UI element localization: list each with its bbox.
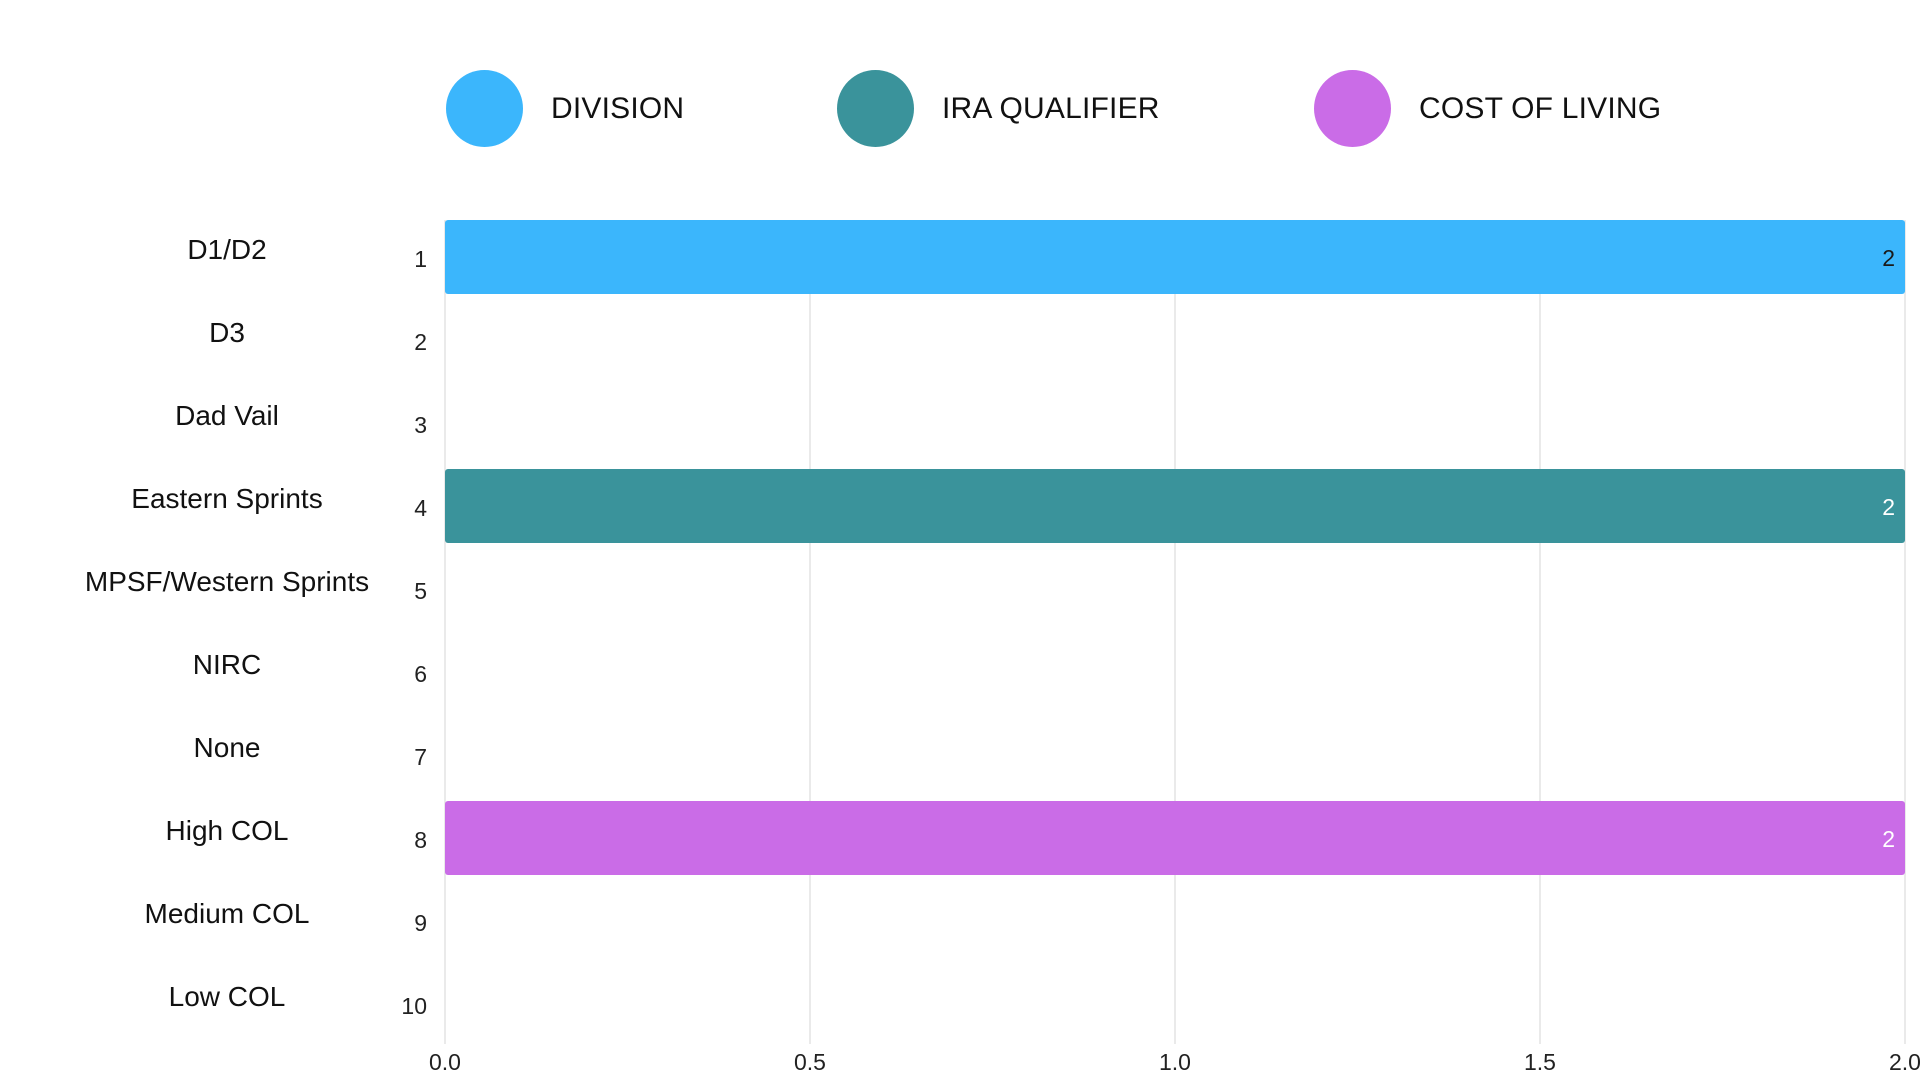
category-label: MPSF/Western Sprints (85, 566, 369, 597)
bar (445, 801, 1905, 875)
category-index-label: 1 (414, 246, 427, 272)
chart-legend: DIVISION IRA QUALIFIER COST OF LIVING (0, 0, 1920, 200)
category-label: Medium COL (145, 898, 310, 929)
category-index-label: 7 (414, 744, 427, 770)
category-label: Low COL (169, 981, 286, 1012)
bar-value-label: 2 (1882, 494, 1895, 520)
category-label: NIRC (193, 649, 261, 680)
category-label: High COL (166, 815, 289, 846)
legend-label-ira-qualifier: IRA QUALIFIER (942, 91, 1160, 125)
legend-swatch-cost-of-living (1314, 70, 1391, 147)
legend-swatch-ira-qualifier (837, 70, 914, 147)
category-index-label: 3 (414, 412, 427, 438)
bar (445, 220, 1905, 294)
bar (445, 469, 1905, 543)
category-index-label: 4 (414, 495, 427, 521)
legend-label-cost-of-living: COST OF LIVING (1419, 91, 1662, 125)
category-index-label: 8 (414, 827, 427, 853)
bar-value-label: 2 (1882, 826, 1895, 852)
x-tick-label: 0.0 (429, 1049, 461, 1075)
x-tick-label: 0.5 (794, 1049, 826, 1075)
category-index-label: 9 (414, 910, 427, 936)
category-index-label: 10 (401, 993, 427, 1019)
category-label: None (194, 732, 261, 763)
category-index-label: 6 (414, 661, 427, 687)
legend-swatch-division (446, 70, 523, 147)
category-index-label: 2 (414, 329, 427, 355)
bar-value-label: 2 (1882, 245, 1895, 271)
legend-item-cost-of-living: COST OF LIVING (1314, 70, 1661, 147)
legend-item-ira-qualifier: IRA QUALIFIER (837, 70, 1160, 147)
legend-item-division: DIVISION (446, 70, 684, 147)
axis-labels: 0.0 0.5 1.0 1.5 2.0 D1/D2 1 D3 2 Dad Vail 3 Eastern… (85, 234, 1920, 1075)
category-label: Dad Vail (175, 400, 279, 431)
category-index-label: 5 (414, 578, 427, 604)
x-tick-label: 1.5 (1524, 1049, 1556, 1075)
category-label: D1/D2 (187, 234, 266, 265)
legend-label-division: DIVISION (551, 91, 685, 125)
category-label: D3 (209, 317, 245, 348)
category-label: Eastern Sprints (131, 483, 322, 514)
bars: 2 2 2 (445, 220, 1905, 875)
gridlines (444, 220, 1906, 1044)
x-tick-label: 1.0 (1159, 1049, 1191, 1075)
x-tick-label: 2.0 (1889, 1049, 1920, 1075)
